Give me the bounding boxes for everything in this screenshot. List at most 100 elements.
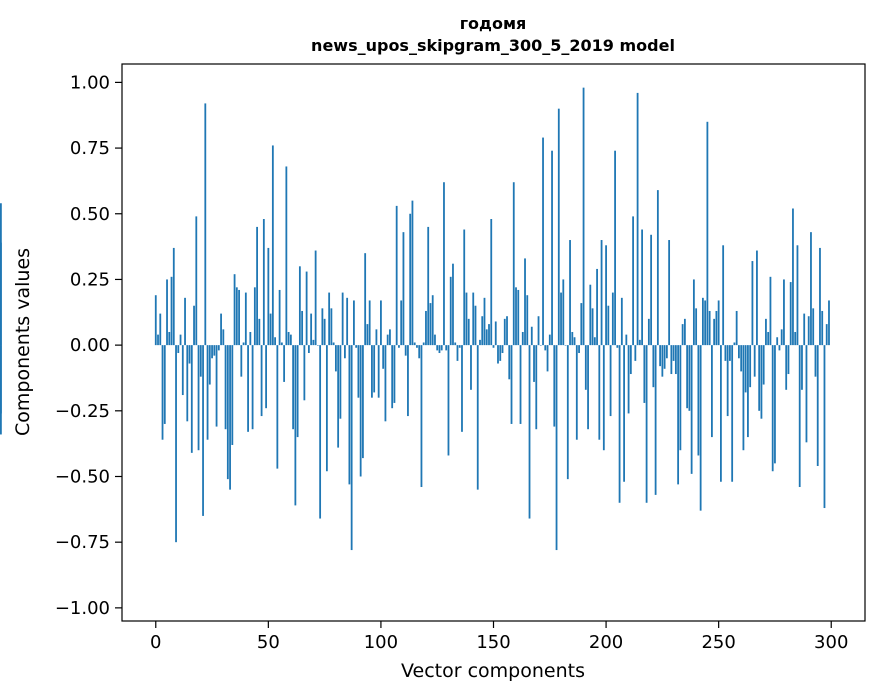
- bar-6: [168, 331, 171, 346]
- y-tick-label: 0.50: [70, 204, 110, 225]
- bar-253: [724, 345, 727, 361]
- bar-160: [515, 287, 517, 346]
- bar-84: [344, 345, 346, 359]
- bar-210: [627, 345, 630, 414]
- bar-278: [780, 329, 783, 346]
- bar-291: [810, 232, 812, 346]
- bar-79: [332, 342, 335, 346]
- bar-92: [362, 345, 364, 459]
- bar-242: [699, 345, 702, 511]
- bar-13: [184, 297, 186, 346]
- bar-3: [161, 345, 164, 440]
- bar-283: [792, 208, 794, 346]
- bar-57: [283, 345, 286, 382]
- bar-25: [211, 345, 213, 359]
- bar-196: [596, 268, 598, 346]
- bar-190: [582, 87, 585, 346]
- bar-5: [166, 279, 168, 346]
- bar-22: [204, 103, 207, 346]
- bar-65: [301, 310, 304, 346]
- y-tick-label: −0.25: [55, 401, 110, 422]
- bar-224: [659, 345, 662, 367]
- bar-221: [652, 345, 655, 388]
- bar-68: [307, 345, 310, 354]
- bar-35: [233, 274, 236, 346]
- bar-229: [670, 345, 673, 375]
- bar-174: [546, 345, 549, 372]
- bar-43: [251, 345, 254, 430]
- bar-194: [591, 308, 594, 346]
- bar-231: [674, 345, 677, 375]
- bar-7: [170, 276, 173, 346]
- bar-86: [348, 345, 351, 485]
- bar-117: [418, 345, 421, 359]
- x-axis-label: Vector components: [401, 660, 585, 682]
- x-tick-label: 250: [701, 632, 735, 653]
- bar-230: [672, 345, 675, 361]
- bar-55: [278, 289, 281, 346]
- x-tick-label: 100: [364, 632, 398, 653]
- bar-19: [197, 345, 200, 451]
- bar-227: [665, 345, 668, 359]
- bar-116: [416, 345, 418, 348]
- bar-47: [260, 345, 263, 417]
- bar-14: [186, 345, 189, 422]
- bar-213: [634, 345, 637, 361]
- bar-124: [434, 334, 436, 346]
- y-tick-label: 0.25: [70, 269, 110, 290]
- x-tick-label: 200: [589, 632, 623, 653]
- bar-112: [407, 345, 409, 417]
- bar-74: [321, 308, 324, 346]
- bar-223: [656, 190, 659, 346]
- bar-33: [229, 345, 231, 490]
- bar-4: [163, 345, 166, 424]
- bar-228: [668, 240, 671, 346]
- bar-129: [445, 345, 448, 351]
- bar-293: [814, 345, 817, 377]
- bar-235: [683, 318, 686, 346]
- y-tick-label: −0.75: [55, 532, 110, 553]
- bar-168: [533, 345, 535, 382]
- bar-203: [611, 292, 614, 346]
- bar-165: [526, 295, 529, 346]
- bar-273: [769, 276, 772, 346]
- bar-121: [427, 226, 430, 346]
- bar-21: [202, 345, 204, 516]
- bar-153: [499, 345, 502, 361]
- bar-30: [222, 329, 225, 346]
- bar-163: [521, 331, 524, 346]
- bar-12: [181, 345, 184, 396]
- bar-139: [467, 318, 470, 346]
- bar-260: [740, 345, 743, 372]
- bar-250: [717, 300, 720, 346]
- bar-226: [663, 345, 666, 369]
- bar-188: [578, 345, 580, 354]
- bar-95: [368, 300, 371, 346]
- bar-218: [645, 345, 648, 503]
- bar-49: [265, 345, 267, 409]
- bar-295: [819, 247, 821, 346]
- bar-78: [330, 308, 333, 346]
- bar-48: [262, 219, 265, 346]
- bar-280: [785, 345, 788, 390]
- bar-96: [371, 345, 373, 398]
- bar-193: [589, 284, 592, 346]
- bar-172: [542, 137, 544, 346]
- bar-51: [269, 313, 272, 346]
- bar-149: [490, 219, 493, 346]
- bar-67: [305, 271, 308, 346]
- bar-113: [409, 213, 412, 346]
- bar-50: [267, 247, 270, 346]
- bar-243: [701, 297, 704, 346]
- bar-75: [323, 318, 326, 346]
- bar-40: [244, 292, 247, 346]
- y-axis-label: Components values: [12, 248, 34, 436]
- bar-134: [456, 345, 459, 361]
- bar-173: [544, 345, 547, 351]
- bar-164: [524, 258, 526, 346]
- y-tick-label: 0.75: [70, 138, 110, 159]
- bar-197: [598, 345, 601, 440]
- bar-54: [276, 345, 279, 469]
- bar-150: [492, 345, 495, 348]
